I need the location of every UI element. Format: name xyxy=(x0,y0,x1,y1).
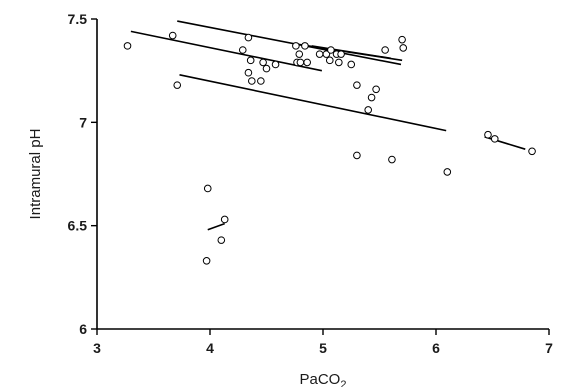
data-point xyxy=(353,151,361,160)
data-point xyxy=(315,50,324,58)
data-point xyxy=(248,77,256,85)
x-tick-label: 3 xyxy=(93,340,101,356)
data-point xyxy=(388,155,396,164)
data-point xyxy=(325,56,334,65)
data-point xyxy=(203,184,212,193)
data-point xyxy=(399,44,408,52)
data-point xyxy=(220,215,229,224)
data-point xyxy=(271,60,280,69)
x-axis-title-subscript: 2 xyxy=(340,379,346,387)
regression-line xyxy=(179,74,447,132)
data-point xyxy=(292,42,300,50)
data-point xyxy=(168,31,177,40)
data-point xyxy=(335,58,343,67)
x-tick-label: 5 xyxy=(319,340,327,356)
x-tick-label: 4 xyxy=(206,340,214,356)
y-tick-label: 7 xyxy=(79,114,87,130)
data-point xyxy=(262,64,271,73)
data-point xyxy=(398,35,406,44)
y-tick-label: 6 xyxy=(79,321,87,337)
data-point xyxy=(202,257,211,265)
data-point xyxy=(303,58,311,67)
x-tick-label: 7 xyxy=(545,340,553,356)
axis-ticks: 3 4 5 6 7 6 6.5 7 7.5 xyxy=(68,11,554,356)
data-point xyxy=(364,106,373,114)
data-point xyxy=(381,46,389,54)
data-point xyxy=(301,42,309,50)
data-point xyxy=(259,58,267,67)
y-tick-label: 6.5 xyxy=(68,218,88,234)
data-point xyxy=(238,46,247,54)
y-tick-label: 7.5 xyxy=(68,11,88,27)
data-point xyxy=(337,50,345,58)
x-axis-title-main: PaCO xyxy=(300,371,341,387)
regression-line xyxy=(207,222,225,231)
data-point xyxy=(123,42,132,50)
data-point xyxy=(528,147,536,156)
data-point xyxy=(173,81,182,89)
data-point xyxy=(372,85,380,94)
regression-line xyxy=(130,30,323,72)
y-axis-title: Intramural pH xyxy=(27,129,44,220)
data-point xyxy=(246,56,255,65)
x-axis-title: PaCO2 xyxy=(300,371,347,387)
data-point xyxy=(490,135,499,143)
data-point xyxy=(257,77,265,85)
data-point xyxy=(443,168,452,176)
data-point xyxy=(217,236,226,244)
regression-line xyxy=(311,45,391,60)
regression-line xyxy=(484,136,526,150)
chart-axes xyxy=(96,19,549,330)
regression-line xyxy=(177,20,402,66)
data-point xyxy=(244,68,253,77)
data-point xyxy=(244,33,253,42)
data-point xyxy=(353,81,361,89)
data-point xyxy=(327,46,335,54)
data-point xyxy=(296,58,305,67)
data-point xyxy=(295,50,304,58)
data-point xyxy=(367,93,376,102)
data-point xyxy=(347,60,356,69)
data-point xyxy=(484,130,492,139)
x-tick-label: 6 xyxy=(432,340,440,356)
data-points xyxy=(123,31,536,265)
